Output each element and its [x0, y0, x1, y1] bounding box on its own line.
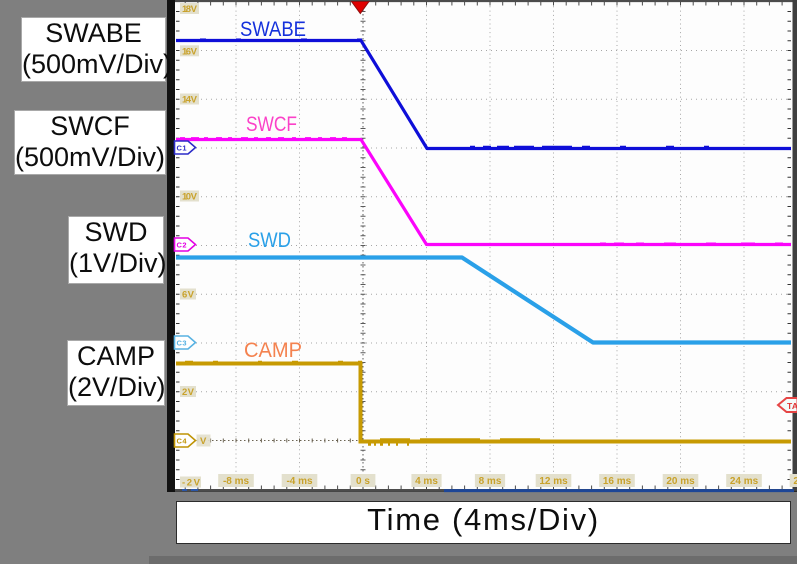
svg-text:C3: C3 [177, 339, 187, 348]
svg-text:2 V: 2 V [182, 387, 195, 398]
svg-text:16 ms: 16 ms [603, 476, 632, 487]
svg-text:18 V: 18 V [182, 4, 198, 15]
svg-text:SWABE: SWABE [240, 18, 306, 41]
svg-text:V: V [200, 436, 207, 447]
svg-text:28 ms: 28 ms [793, 476, 797, 487]
svg-text:0 s: 0 s [356, 476, 370, 487]
svg-text:6 V: 6 V [182, 290, 195, 301]
svg-text:SWD: SWD [248, 229, 291, 252]
svg-text:24 ms: 24 ms [730, 476, 759, 487]
svg-text:C1: C1 [177, 144, 187, 153]
svg-text:C4: C4 [177, 437, 188, 446]
svg-text:14 V: 14 V [182, 95, 198, 106]
svg-text:-4 ms: -4 ms [286, 476, 313, 487]
svg-text:12 ms: 12 ms [539, 476, 568, 487]
svg-text:TA: TA [787, 401, 797, 411]
svg-text:8 ms: 8 ms [479, 476, 502, 487]
svg-text:4 ms: 4 ms [415, 476, 438, 487]
svg-text:20 ms: 20 ms [666, 476, 695, 487]
svg-text:-2V: -2V [182, 478, 201, 489]
svg-text:10 V: 10 V [182, 192, 198, 203]
svg-text:-8 ms: -8 ms [223, 476, 250, 487]
svg-text:16 V: 16 V [182, 46, 198, 57]
svg-text:C2: C2 [177, 241, 187, 250]
svg-text:SWCF: SWCF [246, 113, 297, 136]
svg-text:CAMP: CAMP [244, 339, 302, 362]
